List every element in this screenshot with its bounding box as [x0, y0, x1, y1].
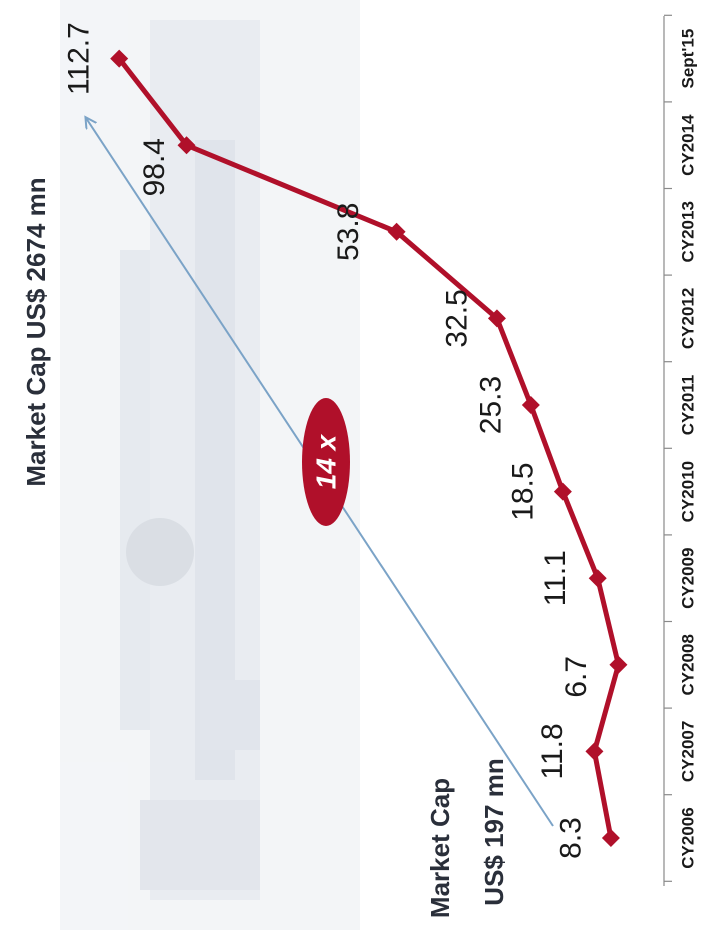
end-market-cap-label: Market Cap US$ 2674 mn — [21, 177, 51, 486]
data-label: 11.8 — [536, 723, 569, 779]
data-point — [609, 655, 628, 674]
data-label: 98.4 — [138, 138, 171, 196]
data-label: 6.7 — [560, 656, 593, 698]
data-point — [553, 482, 572, 501]
data-point — [387, 222, 406, 241]
category-label: CY2007 — [679, 721, 698, 782]
data-point — [585, 742, 604, 761]
data-point — [110, 49, 129, 68]
category-label: CY2011 — [679, 375, 698, 436]
series-markers — [110, 49, 628, 847]
data-point — [177, 136, 196, 155]
growth-badge-text: 14 x — [311, 433, 342, 489]
data-label: 18.5 — [506, 462, 539, 520]
category-label: CY2009 — [679, 547, 698, 608]
data-label: 25.3 — [474, 376, 507, 434]
series-line — [117, 57, 621, 839]
data-point — [601, 829, 620, 847]
data-label: 53.8 — [332, 203, 365, 261]
category-label: CY2013 — [679, 201, 698, 262]
data-label: 11.1 — [539, 550, 572, 606]
category-label: Sept'15 — [679, 29, 698, 89]
category-ticks — [664, 14, 672, 882]
data-label: 32.5 — [440, 289, 473, 347]
data-label: 112.7 — [63, 22, 96, 95]
start-market-cap-label-line2: US$ 197 mn — [479, 758, 509, 905]
data-point — [588, 569, 607, 588]
data-point — [521, 396, 540, 414]
data-label: 8.3 — [554, 817, 587, 859]
category-label: CY2014 — [679, 114, 698, 176]
data-point — [487, 309, 506, 328]
growth-badge: 14 x — [302, 398, 350, 526]
category-label: CY2008 — [679, 634, 698, 695]
data-labels: 8.3 11.8 6.7 11.118.5 25.332.5 53.8 98.4 112.7 — [63, 22, 593, 859]
category-label: CY2010 — [679, 461, 698, 522]
category-label: CY2012 — [679, 288, 698, 349]
start-market-cap-label-line1: Market Cap — [425, 778, 455, 918]
category-label: CY2006 — [679, 807, 698, 868]
category-tick-labels: CY2006 CY2007 CY2008 CY2009 CY2010 CY2011 CY20… — [679, 29, 698, 869]
